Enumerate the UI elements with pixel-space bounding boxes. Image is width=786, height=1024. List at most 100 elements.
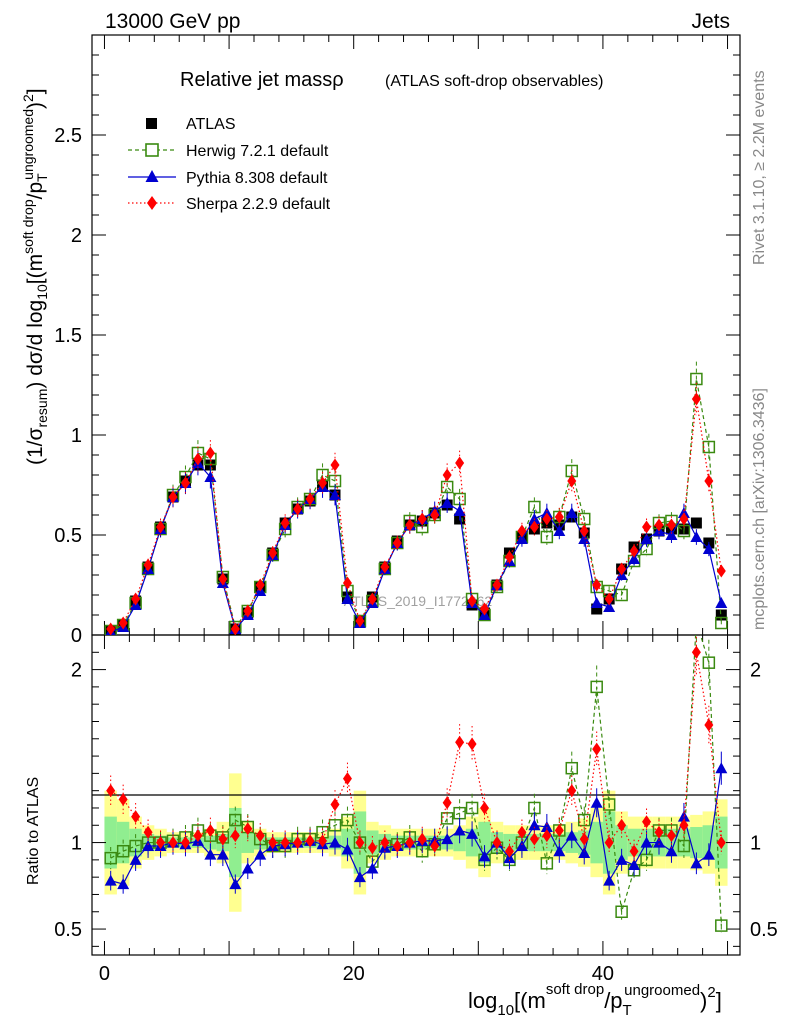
ratio-herwig-point bbox=[677, 839, 691, 853]
ratio-sherpa-point bbox=[442, 796, 452, 810]
ratio-sherpa-point bbox=[567, 784, 577, 798]
ratio-pythia-point bbox=[241, 862, 254, 874]
main-pythia-point bbox=[715, 597, 728, 608]
main-pythia-point bbox=[329, 489, 341, 500]
ratio-sherpa-point bbox=[131, 810, 141, 824]
main-pythia-point bbox=[628, 553, 641, 564]
main-sherpa-point bbox=[666, 518, 676, 532]
main-sherpa-point bbox=[355, 614, 365, 628]
main-sherpa-point bbox=[255, 578, 265, 592]
ratio-herwig-point bbox=[691, 616, 702, 627]
axis-tick-labels: 00.511.522.50.5 0.51 12 20 20 40 bbox=[54, 125, 778, 985]
ratio-sherpa-point bbox=[118, 792, 128, 806]
main-sherpa-point bbox=[243, 604, 253, 618]
ratio-herwig-point bbox=[116, 844, 130, 858]
main-sherpa-point bbox=[118, 616, 128, 630]
ratio-sherpa-point bbox=[342, 772, 352, 786]
ratio-pythia-point bbox=[628, 859, 641, 871]
main-sherpa-point bbox=[367, 592, 377, 606]
main-sherpa-point bbox=[280, 516, 290, 530]
main-pythia-point bbox=[515, 533, 528, 544]
ratio-sherpa-point bbox=[180, 836, 190, 850]
main-sherpa-point bbox=[480, 602, 490, 616]
main-pythia-point bbox=[640, 533, 653, 544]
ratio-series-layer bbox=[104, 616, 728, 933]
ratio-sherpa-point bbox=[554, 823, 564, 837]
rivet-label: Rivet 3.1.10, ≥ 2.2M events bbox=[751, 70, 768, 265]
main-sherpa-point bbox=[193, 452, 203, 466]
main-pythia-line bbox=[110, 462, 722, 633]
y-axis-label-main: (1/σresum) dσ/d log10[(msoft drop/pTungr… bbox=[20, 88, 50, 465]
ratio-pythia-point bbox=[453, 824, 466, 836]
main-sherpa-point bbox=[143, 558, 153, 572]
ratio-sherpa-point bbox=[255, 829, 265, 843]
main-pythia-point bbox=[702, 543, 715, 554]
main-atlas-point bbox=[591, 603, 603, 615]
ratio-pythia-point bbox=[353, 871, 366, 883]
x-tick-label: 40 bbox=[592, 963, 614, 985]
ratio-pythia-point bbox=[341, 843, 354, 855]
main-sherpa-point bbox=[455, 456, 465, 470]
ratio-sherpa-point bbox=[704, 718, 714, 732]
main-sherpa-point bbox=[467, 594, 477, 608]
ratio-sherpa-point bbox=[492, 836, 502, 850]
ratio-sherpa-point bbox=[504, 844, 514, 858]
main-pythia-point bbox=[204, 471, 217, 482]
legend-pythia-marker bbox=[145, 170, 159, 182]
y-tick-label-ratio: 0.5 bbox=[54, 919, 82, 941]
header-right: Jets bbox=[691, 10, 730, 33]
y-tick-label-ratio: 1 bbox=[71, 833, 82, 855]
ratio-pythia-point bbox=[715, 762, 728, 774]
legend-herwig-marker bbox=[145, 143, 159, 157]
main-pythia-point bbox=[690, 531, 703, 542]
main-pythia-point bbox=[341, 593, 354, 604]
main-sherpa-point bbox=[168, 490, 178, 504]
ratio-sherpa-point bbox=[579, 832, 589, 846]
main-herwig-point bbox=[715, 616, 728, 630]
main-atlas-point bbox=[715, 609, 727, 621]
ratio-pythia-point bbox=[540, 821, 553, 832]
ratio-pythia-point bbox=[366, 862, 379, 874]
x-tick-label: 0 bbox=[99, 963, 110, 985]
band-inner-bin bbox=[229, 807, 242, 878]
main-sherpa-point bbox=[106, 622, 116, 635]
main-pythia-point bbox=[553, 525, 566, 536]
ratio-sherpa-point bbox=[629, 844, 639, 858]
main-sherpa-point bbox=[542, 512, 552, 526]
main-sherpa-point bbox=[679, 512, 689, 526]
ratio-pythia-point bbox=[578, 846, 591, 858]
plot-subtitle: (ATLAS soft-drop observables) bbox=[385, 73, 603, 90]
band-inner-bin bbox=[241, 832, 254, 853]
y-tick-label-main: 1.5 bbox=[54, 325, 82, 347]
main-sherpa-point bbox=[492, 578, 502, 592]
main-pythia-point bbox=[528, 513, 541, 524]
ratio-pythia-point bbox=[677, 810, 690, 822]
y-tick-label-main: 2.5 bbox=[54, 125, 82, 147]
main-sherpa-point bbox=[293, 502, 303, 516]
ratio-sherpa-point bbox=[642, 815, 652, 829]
ratio-sherpa-point bbox=[467, 737, 477, 751]
band-inner-bin bbox=[104, 816, 117, 869]
ratio-sherpa-point bbox=[293, 836, 303, 850]
analysis-watermark: ATLAS_2019_I1772062 bbox=[344, 593, 493, 609]
main-sherpa-point bbox=[230, 622, 240, 635]
band-inner-bin bbox=[590, 821, 603, 864]
ratio-sherpa-point bbox=[143, 825, 153, 839]
ratio-sherpa-point bbox=[542, 829, 552, 843]
main-sherpa-point bbox=[442, 468, 452, 482]
ratio-herwig-point bbox=[590, 680, 603, 694]
ratio-herwig-point bbox=[565, 761, 579, 775]
ratio-sherpa-point bbox=[230, 829, 240, 843]
ratio-pythia-point bbox=[204, 848, 217, 860]
y-axis-label-ratio: Ratio to ATLAS bbox=[25, 777, 42, 885]
band-inner-bin bbox=[615, 825, 628, 860]
ratio-sherpa-point bbox=[367, 841, 377, 855]
main-sherpa-point bbox=[554, 510, 564, 524]
ratio-herwig-point bbox=[577, 813, 591, 827]
ratio-pythia-point bbox=[515, 840, 528, 852]
y-tick-label-main: 2 bbox=[71, 225, 82, 247]
ratio-pythia-point bbox=[104, 874, 117, 886]
main-sherpa-point bbox=[642, 520, 652, 534]
main-sherpa-point bbox=[417, 512, 427, 526]
ratio-sherpa-point bbox=[156, 836, 166, 850]
